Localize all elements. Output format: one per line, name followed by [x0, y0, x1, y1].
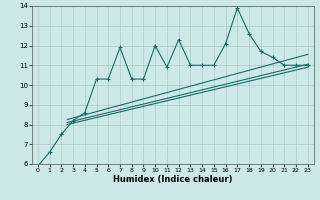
X-axis label: Humidex (Indice chaleur): Humidex (Indice chaleur): [113, 175, 233, 184]
